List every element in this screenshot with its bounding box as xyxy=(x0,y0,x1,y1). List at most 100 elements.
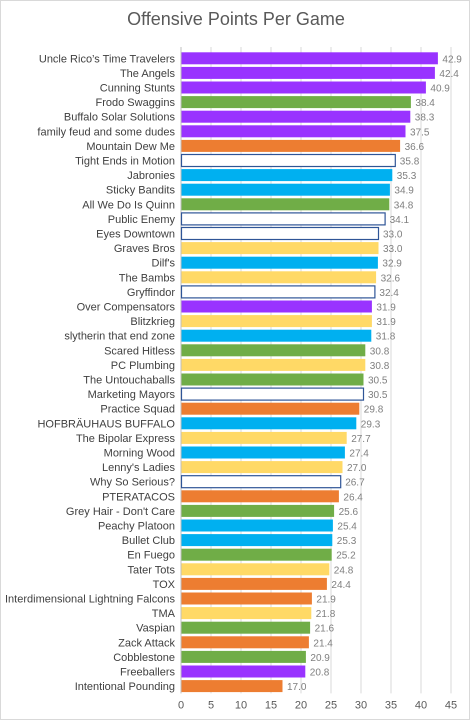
bar xyxy=(181,563,330,576)
bar xyxy=(181,300,372,313)
category-label: Sticky Bandits xyxy=(106,185,176,197)
bar xyxy=(180,212,386,226)
bar xyxy=(181,577,327,590)
category-label: Graves Bros xyxy=(114,243,176,255)
category-label: Morning Wood xyxy=(104,448,175,460)
category-label: Frodo Swaggins xyxy=(96,97,176,109)
bar xyxy=(181,183,390,196)
data-label: 31.9 xyxy=(376,303,396,314)
data-label: 38.3 xyxy=(415,113,435,124)
data-label: 24.8 xyxy=(334,565,354,576)
data-label: 35.3 xyxy=(397,171,417,182)
bar xyxy=(181,373,364,386)
bar xyxy=(181,461,343,474)
bar xyxy=(181,315,372,328)
bar xyxy=(181,81,426,94)
bar xyxy=(181,169,393,182)
data-label: 25.6 xyxy=(339,507,359,518)
bar xyxy=(181,242,379,255)
category-label: TOX xyxy=(153,579,176,591)
bar xyxy=(181,271,377,284)
data-label: 25.2 xyxy=(336,551,356,562)
bar xyxy=(181,446,345,459)
bar xyxy=(181,110,411,123)
data-label: 37.5 xyxy=(410,127,430,138)
bar xyxy=(181,680,283,693)
data-label: 26.7 xyxy=(345,478,365,489)
bar xyxy=(181,125,406,138)
data-label: 31.9 xyxy=(376,317,396,328)
data-label: 21.4 xyxy=(313,638,333,649)
data-label: 26.4 xyxy=(343,492,363,503)
category-label: Uncle Rico’s Time Travelers xyxy=(39,53,176,65)
category-label: PTERATACOS xyxy=(102,491,175,503)
data-label: 21.6 xyxy=(315,624,335,635)
category-label: TMA xyxy=(152,608,176,620)
category-label: Blitzkrieg xyxy=(130,316,175,328)
x-tick-label: 5 xyxy=(208,699,214,711)
category-label: Mountain Dew Me xyxy=(86,141,175,153)
x-tick-label: 10 xyxy=(235,699,247,711)
x-tick-label: 40 xyxy=(415,699,427,711)
data-label: 31.8 xyxy=(376,332,396,343)
category-label: Over Compensators xyxy=(77,302,176,314)
bar xyxy=(180,387,365,401)
data-label: 35.8 xyxy=(400,157,420,168)
data-label: 30.8 xyxy=(370,346,390,357)
data-label: 27.7 xyxy=(351,434,371,445)
category-label: Why So Serious? xyxy=(90,477,175,489)
category-label: The Bambs xyxy=(119,272,176,284)
category-label: Public Enemy xyxy=(108,214,176,226)
category-label: Marketing Mayors xyxy=(88,389,176,401)
data-label: 21.8 xyxy=(316,609,336,620)
bar xyxy=(181,66,435,79)
data-label: 27.0 xyxy=(347,463,367,474)
data-label: 33.0 xyxy=(383,244,403,255)
bar xyxy=(181,344,366,357)
bar xyxy=(181,198,390,211)
data-label: 38.4 xyxy=(415,98,435,109)
bar xyxy=(180,226,380,241)
data-label: 32.6 xyxy=(381,273,401,284)
data-label: 25.3 xyxy=(337,536,357,547)
x-tick-label: 15 xyxy=(265,699,277,711)
category-label: slytherin that end zone xyxy=(64,331,175,343)
data-label: 40.9 xyxy=(430,84,450,95)
category-label: The Untouchaballs xyxy=(83,375,175,387)
bar xyxy=(181,490,339,503)
category-label: Jabronies xyxy=(127,170,175,182)
category-label: Grey Hair - Don't Care xyxy=(66,506,175,518)
bar xyxy=(181,402,360,415)
data-label: 27.4 xyxy=(349,449,369,460)
data-label: 24.4 xyxy=(331,580,351,591)
data-label: 30.5 xyxy=(368,390,388,401)
category-label: All We Do Is Quinn xyxy=(82,199,175,211)
bar xyxy=(180,153,396,168)
data-label: 30.5 xyxy=(368,376,388,387)
bar xyxy=(181,52,438,65)
bar xyxy=(181,96,411,109)
category-label: Buffalo Solar Solutions xyxy=(64,112,176,124)
bar xyxy=(181,329,372,342)
data-label: 34.9 xyxy=(394,186,414,197)
category-label: En Fuego xyxy=(127,550,175,562)
category-label: Practice Squad xyxy=(100,404,175,416)
bar xyxy=(181,592,312,605)
bar xyxy=(180,285,376,299)
data-label: 30.8 xyxy=(370,361,390,372)
category-label: PC Plumbing xyxy=(111,360,175,372)
category-label: Eyes Downtown xyxy=(96,229,175,241)
x-tick-label: 45 xyxy=(445,699,457,711)
data-label: 32.4 xyxy=(379,288,399,299)
x-tick-label: 25 xyxy=(325,699,337,711)
bar xyxy=(181,431,347,444)
category-label: Vaspian xyxy=(136,623,175,635)
data-label: 32.9 xyxy=(382,259,402,270)
data-label: 29.8 xyxy=(364,405,384,416)
bar xyxy=(181,548,332,561)
category-label: Interdimensional Lightning Falcons xyxy=(5,594,175,606)
bar xyxy=(181,417,357,430)
data-label: 36.6 xyxy=(405,142,425,153)
